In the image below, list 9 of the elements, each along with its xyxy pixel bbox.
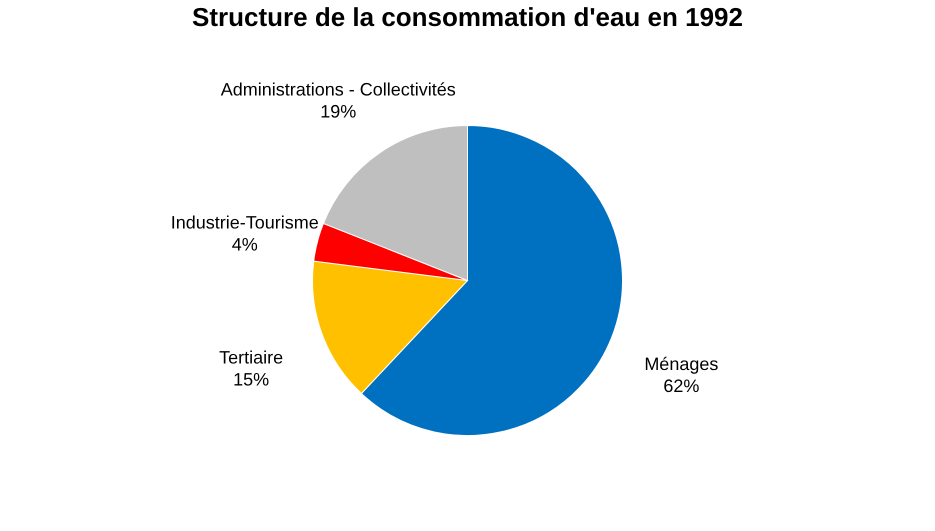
slice-label: Administrations - Collectivités	[220, 79, 456, 100]
data-label: 62%	[663, 376, 700, 396]
data-label: 4%	[232, 234, 258, 254]
data-label: 19%	[320, 101, 356, 122]
chart-title: Structure de la consommation d'eau en 1992	[192, 2, 743, 32]
data-label: 15%	[233, 369, 270, 390]
slice-label: Ménages	[644, 354, 718, 374]
slice-label: Tertiaire	[219, 347, 284, 368]
slice-label: Industrie-Tourisme	[170, 212, 319, 232]
